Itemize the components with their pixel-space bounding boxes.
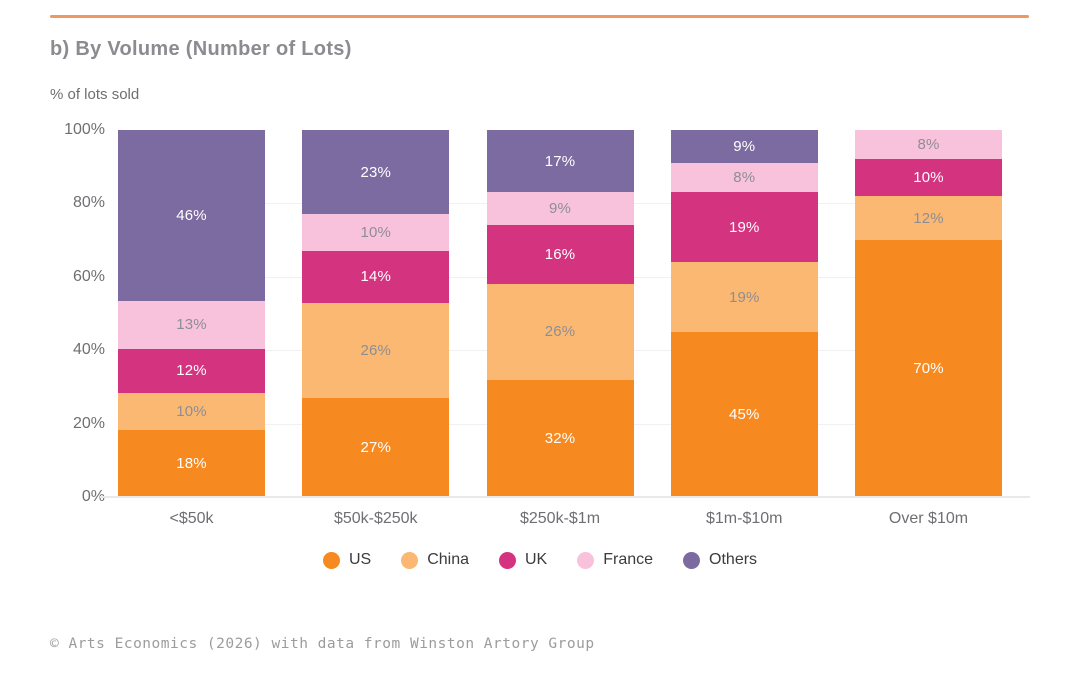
segment-value-label: 9%	[733, 138, 756, 156]
segment-uk: 12%	[118, 348, 265, 394]
segment-value-label: 8%	[733, 169, 756, 187]
segment-uk: 14%	[302, 251, 450, 303]
segment-france: 8%	[855, 130, 1002, 160]
plot-area: 18% 10% 12% 13% 46% 27% 26% 14% 10% 23% 32% 26% 16% 9…	[118, 130, 1002, 497]
segment-others: 17%	[486, 130, 634, 193]
y-axis-tick-labels: 0% 20% 40% 60% 80% 100%	[0, 121, 105, 505]
segment-uk: 10%	[855, 159, 1002, 197]
segment-value-label: 26%	[544, 323, 576, 341]
segment-value-label: 45%	[728, 405, 760, 423]
segment-others: 23%	[302, 130, 450, 215]
legend-label: Others	[709, 551, 758, 568]
y-tick-label: 80%	[72, 194, 105, 212]
segment-us: 18%	[118, 430, 265, 497]
segment-value-label: 27%	[360, 438, 392, 456]
x-axis-baseline	[100, 496, 1030, 498]
x-category-label: $250k-$1m	[519, 510, 601, 527]
segment-value-label: 9%	[548, 200, 572, 218]
segment-france: 8%	[670, 163, 818, 193]
segment-china: 26%	[486, 284, 634, 380]
segment-value-label: 26%	[360, 341, 392, 359]
chart-title: b) By Volume (Number of Lots)	[50, 38, 352, 60]
y-tick-label: 20%	[72, 414, 105, 432]
accent-top-rule	[50, 15, 1029, 18]
segment-value-label: 19%	[728, 288, 760, 306]
segment-china: 26%	[302, 302, 450, 398]
segment-others: 46%	[118, 130, 265, 301]
x-category-label: $50k-$250k	[333, 510, 418, 527]
segment-value-label: 19%	[728, 218, 760, 236]
segment-value-label: 12%	[913, 209, 944, 227]
segment-value-label: 18%	[176, 455, 207, 473]
bar--50k-250k: 27% 26% 14% 10% 23%	[302, 130, 450, 497]
legend-swatch-others	[683, 551, 701, 569]
bars-container: 18% 10% 12% 13% 46% 27% 26% 14% 10% 23% 32% 26% 16% 9…	[118, 130, 1002, 497]
segment-china: 19%	[670, 262, 818, 332]
segment-uk: 19%	[670, 192, 818, 263]
legend-swatch-france	[577, 551, 595, 569]
x-category-label: <$50k	[169, 510, 214, 527]
legend-label: France	[603, 551, 654, 568]
segment-uk: 16%	[486, 225, 634, 285]
segment-value-label: 10%	[176, 403, 207, 421]
x-category-label: $1m-$10m	[706, 510, 783, 527]
segment-value-label: 13%	[176, 316, 207, 334]
segment-value-label: 10%	[913, 169, 944, 187]
segment-others: 9%	[670, 130, 818, 164]
y-tick-label: 60%	[72, 267, 105, 285]
y-tick-label: 0%	[81, 488, 105, 505]
legend-item-china: China	[401, 551, 469, 569]
legend-item-france: France	[577, 551, 653, 569]
segment-us: 45%	[670, 331, 818, 497]
segment-value-label: 16%	[544, 246, 576, 264]
segment-france: 13%	[118, 300, 265, 349]
x-axis-category-labels: <$50k $50k-$250k $250k-$1m $1m-$10m Over $10…	[118, 510, 1002, 528]
legend-label: UK	[525, 551, 548, 568]
segment-value-label: 46%	[176, 206, 207, 224]
x-category-label: Over $10m	[888, 510, 969, 527]
segment-value-label: 10%	[360, 224, 392, 242]
bar--50k: 18% 10% 12% 13% 46%	[118, 130, 265, 497]
y-tick-label: 40%	[72, 341, 105, 359]
segment-value-label: 12%	[176, 362, 207, 380]
legend-label: China	[427, 551, 469, 568]
bar-over-10m: 70% 12% 10% 8%	[855, 130, 1002, 497]
segment-us: 32%	[486, 379, 634, 497]
segment-france: 9%	[486, 192, 634, 226]
segment-value-label: 70%	[913, 360, 944, 378]
segment-value-label: 8%	[917, 136, 940, 154]
bar--1m-10m: 45% 19% 19% 8% 9%	[670, 130, 818, 497]
y-tick-label: 100%	[64, 121, 105, 138]
legend-swatch-china	[401, 551, 419, 569]
legend-swatch-uk	[499, 551, 516, 569]
segment-us: 70%	[855, 240, 1002, 497]
legend-item-us: US	[322, 551, 372, 569]
legend-swatch-us	[322, 551, 340, 569]
segment-china: 10%	[118, 393, 265, 431]
segment-china: 12%	[855, 196, 1002, 241]
segment-value-label: 14%	[360, 268, 392, 286]
legend-label: US	[348, 551, 372, 568]
y-axis-note: % of lots sold	[50, 86, 140, 103]
legend-item-others: Others	[683, 551, 757, 569]
segment-value-label: 17%	[544, 152, 576, 170]
legend-item-uk: UK	[499, 551, 547, 569]
bar--250k-1m: 32% 26% 16% 9% 17%	[486, 130, 634, 497]
segment-value-label: 32%	[544, 429, 576, 447]
segment-france: 10%	[302, 214, 450, 252]
segment-value-label: 23%	[360, 163, 392, 181]
source-credit: © Arts Economics (2026) with data from W…	[50, 636, 595, 652]
legend: US China UK France Others	[0, 551, 1080, 569]
segment-us: 27%	[302, 397, 450, 497]
